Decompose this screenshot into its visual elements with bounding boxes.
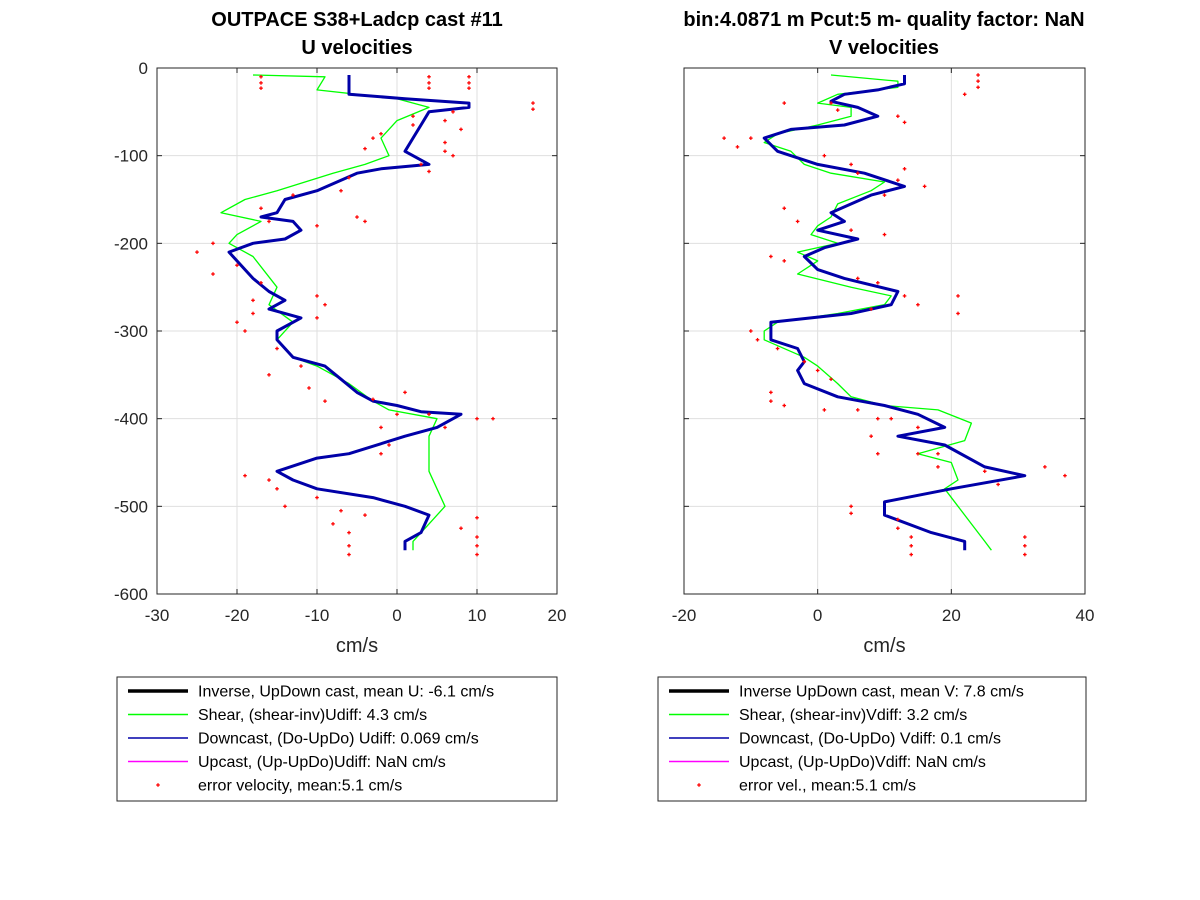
x-tick-label: -20 — [672, 606, 697, 625]
x-tick-label: -10 — [305, 606, 330, 625]
x-tick-label: 20 — [548, 606, 567, 625]
x-tick-label: 40 — [1076, 606, 1095, 625]
x-axis-label: cm/s — [336, 635, 378, 657]
chart-title: bin:4.0871 m Pcut:5 m- quality factor: N… — [683, 9, 1084, 31]
legend-box — [657, 676, 1087, 802]
legend-entry-label: Downcast, (Do-UpDo) Vdiff: 0.1 cm/s — [739, 731, 1001, 748]
legend-entry-label: error vel., mean:5.1 cm/s — [739, 778, 916, 795]
legend-entry-label: Inverse UpDown cast, mean V: 7.8 cm/s — [739, 684, 1024, 701]
y-tick-label: -600 — [114, 585, 148, 604]
x-tick-label: 10 — [468, 606, 487, 625]
legend-entry-label: error velocity, mean:5.1 cm/s — [198, 778, 402, 795]
downcast-line — [227, 75, 471, 551]
chart-title: OUTPACE S38+Ladcp cast #11 — [211, 9, 502, 31]
x-tick-label: 20 — [942, 606, 961, 625]
legend-entry-label: Shear, (shear-inv)Udiff: 4.3 cm/s — [198, 707, 427, 724]
y-tick-label: -400 — [114, 410, 148, 429]
x-tick-label: -30 — [145, 606, 170, 625]
legend-box — [116, 676, 558, 802]
u-velocity-legend: Inverse, UpDown cast, mean U: -6.1 cm/s S… — [116, 676, 558, 802]
legend-entry-label: Shear, (shear-inv)Vdiff: 3.2 cm/s — [739, 707, 967, 724]
y-tick-label: -100 — [114, 147, 148, 166]
legend-entry-label: Inverse, UpDown cast, mean U: -6.1 cm/s — [198, 684, 494, 701]
chart-subtitle: V velocities — [829, 37, 939, 59]
v-velocity-panel: -20 0 20 40 cm/s bin:4.0871 m Pcut:5 m- quali… — [672, 9, 1095, 657]
u-velocity-panel: -30 -20 -10 0 10 200-100-200-300-400-500-600c… — [114, 9, 566, 657]
v-velocity-legend: Inverse UpDown cast, mean V: 7.8 cm/s She… — [657, 676, 1087, 802]
legend-entry-label: Upcast, (Up-UpDo)Udiff: NaN cm/s — [198, 754, 446, 771]
downcast-line — [762, 75, 1027, 551]
legend-entry-label: Upcast, (Up-UpDo)Vdiff: NaN cm/s — [739, 754, 986, 771]
x-tick-label: -20 — [225, 606, 250, 625]
y-tick-label: 0 — [139, 59, 148, 78]
y-tick-label: -500 — [114, 497, 148, 516]
x-tick-label: 0 — [392, 606, 401, 625]
legend-entry-label: Downcast, (Do-UpDo) Udiff: 0.069 cm/s — [198, 731, 479, 748]
x-axis-label: cm/s — [863, 635, 905, 657]
shear-line — [220, 74, 446, 551]
chart-subtitle: U velocities — [301, 37, 412, 59]
y-tick-label: -200 — [114, 234, 148, 253]
x-tick-label: 0 — [813, 606, 822, 625]
y-tick-label: -300 — [114, 322, 148, 341]
